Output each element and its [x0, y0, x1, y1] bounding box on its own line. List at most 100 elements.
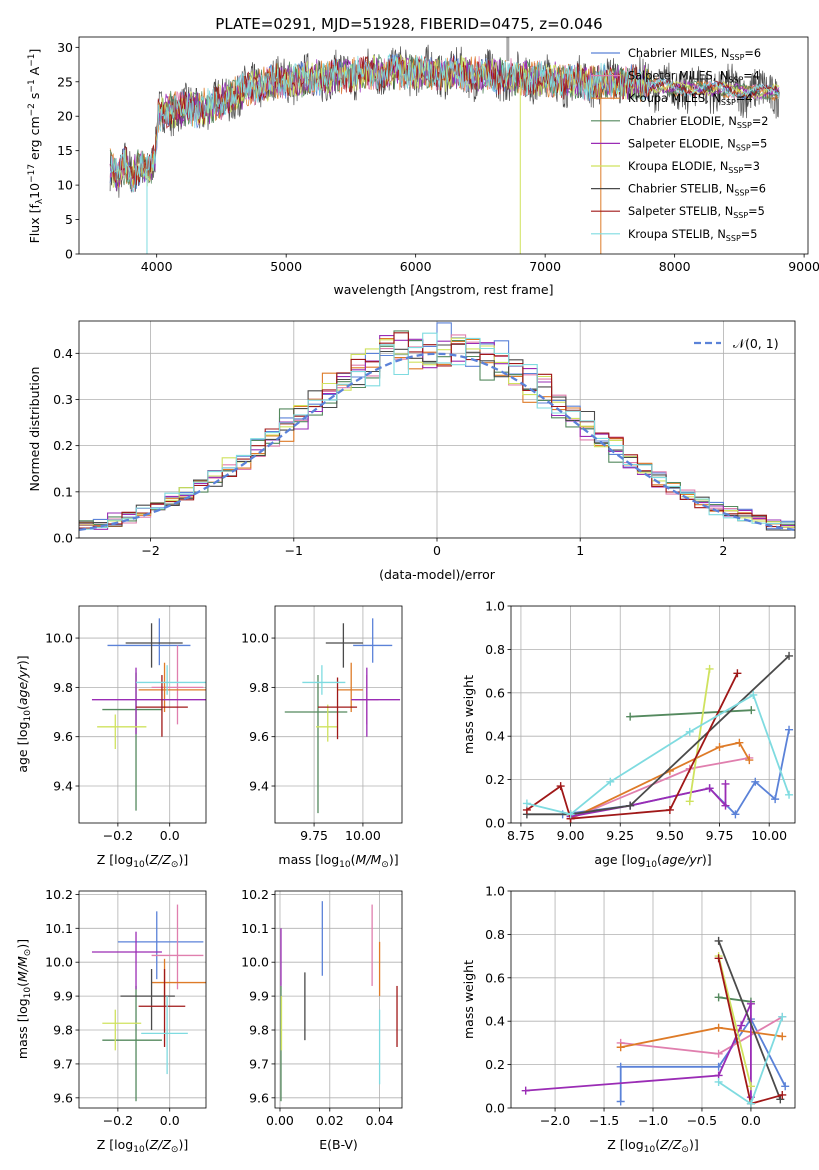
x-tick-label: 5000 [270, 259, 302, 274]
x-tick-label: 10.00 [751, 828, 787, 843]
plot-area-ebv-mass [275, 891, 402, 1108]
y-tick-label: 15 [57, 143, 73, 158]
label-part: 10 [23, 987, 33, 999]
x-tick-label: 9.50 [656, 828, 684, 843]
marker-salpeter-elodie [737, 1021, 746, 1030]
axes-frame [78, 605, 207, 824]
plot-area-age-weight [511, 606, 795, 823]
label-part: ⊙ [171, 860, 179, 870]
x-tick-label: 9.00 [557, 828, 585, 843]
legend-n: =4 [736, 92, 753, 105]
x-tick-label: 0.04 [366, 1113, 394, 1128]
label-part: ⊙ [381, 860, 389, 870]
line-kroupa-elodie [688, 668, 711, 802]
label-part: age [log [15, 721, 30, 772]
y-tick-label: 5 [65, 212, 73, 227]
line-chabrier-stelib [717, 940, 782, 1100]
label-part: 10 [644, 1145, 656, 1155]
marker-chabrier-miles [785, 725, 794, 734]
panel-residuals: −2 −1 0 1 2 0.0 0.1 0.2 0.3 0.4 𝒩(0, 1) (data-model… [27, 320, 796, 582]
label-part: erg cm [27, 116, 42, 164]
label-part: ( [145, 1137, 150, 1152]
y-tick-label: 9.8 [53, 1023, 73, 1038]
legend-sub: SSP [737, 121, 752, 130]
x-axis-label: Z [log10(Z/Z⊙)] [607, 1137, 698, 1155]
label-part: −2 [27, 103, 37, 116]
marker-kroupa-elodie [685, 797, 694, 806]
y-tick-label: 9.6 [249, 729, 269, 744]
y-tick-label: 9.4 [53, 779, 73, 794]
axes-frame [510, 890, 796, 1109]
label-part: ( [145, 852, 150, 867]
x-tick-label: 7000 [529, 259, 561, 274]
label-part: Z [log [97, 852, 133, 867]
y-tick-label: 0.1 [53, 484, 73, 499]
legend-label-chabrier-elodie: Chabrier ELODIE, NSSP=2 [628, 115, 768, 130]
y-tick-label: 9.7 [249, 1056, 269, 1071]
label-part: age [log [594, 852, 645, 867]
legend-label-chabrier-stelib: Chabrier STELIB, NSSP=6 [628, 183, 766, 198]
panel-Z-age: −0.2 0.09.49.69.810.0Z [log10(Z/Z⊙)]age [… [15, 605, 207, 870]
spectrum-spike [506, 37, 510, 62]
y-tick-label: 9.8 [53, 680, 73, 695]
marker-kroupa-miles [735, 738, 744, 747]
label-part: Z/Z [149, 1137, 172, 1152]
y-tick-label: 0.0 [485, 1101, 505, 1116]
marker-salpeter-stelib [778, 1090, 787, 1099]
label-part: A [27, 66, 42, 79]
y-tick-label: 0.4 [485, 729, 505, 744]
y-tick-label: 10.0 [241, 955, 269, 970]
marker-salpeter-elodie [746, 999, 755, 1008]
legend-text: Chabrier STELIB, N [628, 183, 734, 196]
marker-kroupa-miles [616, 1043, 625, 1052]
legend-sub: SSP [726, 234, 741, 243]
legend-n: =3 [743, 160, 760, 173]
x-tick-label: 6000 [400, 259, 432, 274]
label-part: )] [15, 939, 30, 949]
marker-salpeter-elodie [721, 779, 730, 788]
x-tick-label: −0.2 [103, 828, 133, 843]
label-part: −17 [27, 164, 37, 183]
label-part: 10 [133, 860, 145, 870]
legend-text: Kroupa STELIB, N [628, 228, 726, 241]
y-tick-label: 9.8 [249, 1023, 269, 1038]
label-part: 10 [339, 860, 351, 870]
normal-curve [79, 352, 795, 532]
y-tick-label: 10.2 [241, 887, 269, 902]
x-tick-label: −0.2 [103, 1113, 133, 1128]
spectrum-kroupa-stelib [109, 53, 780, 193]
line-chabrier-elodie [718, 996, 752, 1003]
y-tick-label: 25 [57, 74, 73, 89]
marker-salpeter-stelib [665, 805, 674, 814]
label-part: Flux [f [27, 204, 42, 244]
legend-n: =6 [744, 47, 761, 60]
marker-chabrier-stelib [714, 936, 723, 945]
marker-kroupa-stelib [778, 1012, 787, 1021]
y-tick-label: 10.1 [241, 921, 269, 936]
marker-kroupa-elodie [746, 1082, 755, 1091]
panel-age-weight: 8.75 9.00 9.25 9.50 9.75 10.00 0.0 0.2 0.4 0.6 0.8… [461, 599, 796, 870]
label-part: )] [689, 1137, 699, 1152]
x-tick-label: 0.00 [266, 1113, 294, 1128]
plot-area-spectrum [109, 37, 780, 254]
y-tick-label: 0.8 [485, 642, 505, 657]
label-part: )] [178, 1137, 188, 1152]
label-part: 10 [23, 710, 33, 722]
axes-frame [78, 890, 207, 1109]
label-part: 10 [133, 1145, 145, 1155]
x-tick-label: 0.02 [316, 1113, 344, 1128]
x-tick-label: 9.25 [606, 828, 634, 843]
label-part: s [27, 93, 42, 104]
axes-frame [274, 890, 403, 1109]
label-part: age/yr [662, 852, 703, 867]
plot-area-Z-weight [511, 891, 795, 1108]
y-tick-label: 0.0 [53, 531, 73, 546]
label-part: ( [15, 982, 30, 987]
legend-text: Salpeter ELODIE, N [628, 137, 736, 150]
label-part: )] [389, 852, 399, 867]
y-tick-label: 0.8 [485, 927, 505, 942]
x-tick-label: 9.75 [706, 828, 734, 843]
label-part: ⊙ [23, 949, 33, 957]
legend-n: =5 [741, 228, 758, 241]
plot-area-mass-age [275, 606, 402, 823]
